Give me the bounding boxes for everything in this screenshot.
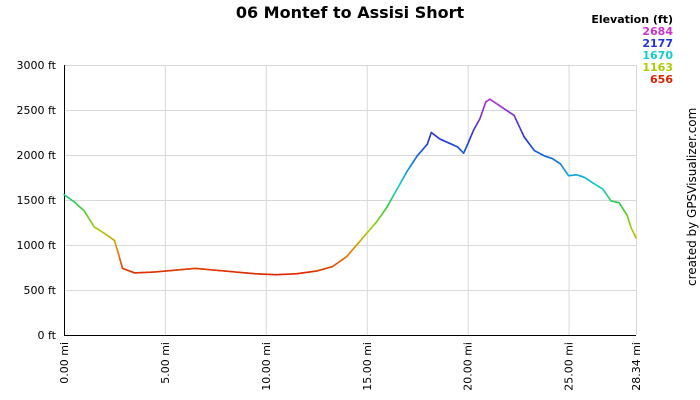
legend-entry: 2177 [642, 37, 673, 50]
legend-entry: 656 [650, 73, 673, 86]
line-segment [120, 262, 124, 270]
elevation-line [63, 98, 637, 276]
y-tick-label: 1500 ft [17, 194, 57, 207]
x-tick-label: 0.00 mi [58, 342, 71, 384]
x-tick-label: 10.00 mi [260, 342, 273, 391]
line-segment [633, 233, 637, 239]
x-tick-label: 20.00 mi [462, 342, 475, 391]
legend-entry: 1670 [642, 49, 673, 62]
y-tick-label: 0 ft [38, 329, 57, 342]
x-tick-labels: 0.00 mi 5.00 mi 10.00 mi 15.00 mi 20.00 mi 25… [58, 342, 643, 391]
y-tick-labels: 0 ft 500 ft 1000 ft 1500 ft 2000 ft 2500 ft 30… [17, 59, 57, 342]
x-tick-label: 25.00 mi [563, 342, 576, 391]
x-tick-label: 5.00 mi [159, 342, 172, 384]
legend-title: Elevation (ft) [591, 13, 673, 26]
chart-title: 06 Montef to Assisi Short [235, 3, 465, 22]
legend-entries: 2684 2177 1670 1163 656 [591, 26, 673, 86]
legend-entry: 1163 [642, 61, 673, 74]
gridlines [64, 65, 637, 336]
line-segment [117, 253, 121, 260]
y-tick-label: 1000 ft [17, 239, 57, 252]
x-tick-label: 28.34 mi [630, 342, 643, 391]
y-tick-label: 2000 ft [17, 149, 57, 162]
legend: Elevation (ft) 2684 2177 1670 1163 656 [591, 14, 673, 86]
y-tick-label: 2500 ft [17, 104, 57, 117]
y-tick-label: 500 ft [24, 284, 57, 297]
axes [64, 65, 636, 336]
y-tick-label: 3000 ft [17, 59, 57, 72]
line-segment [119, 257, 122, 265]
legend-entry: 2684 [642, 25, 673, 38]
x-tick-label: 15.00 mi [361, 342, 374, 391]
